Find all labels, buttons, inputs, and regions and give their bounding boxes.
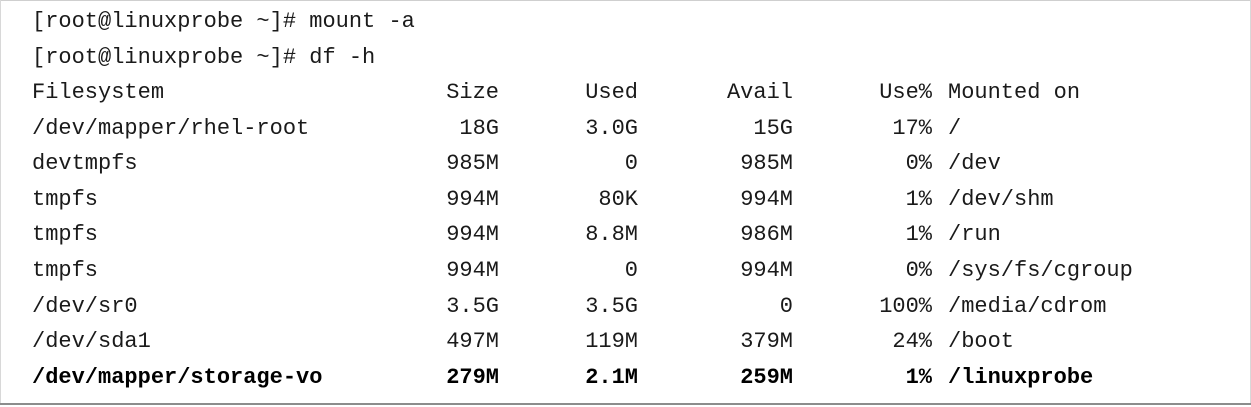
table-row: /dev/sda1 497M 119M 379M 24% /boot [0, 324, 1251, 360]
cell-size: 985M [446, 151, 499, 177]
frame-bottom-border [0, 403, 1251, 405]
header-mounted-on: Mounted on [948, 80, 1081, 105]
table-row: /dev/mapper/storage-vo 279M 2.1M 259M 1% /lin… [0, 360, 1251, 396]
cell-filesystem: tmpfs [32, 222, 99, 248]
command-line: [root@linuxprobe ~]# mount -a [32, 9, 415, 34]
cell-filesystem: /dev/mapper/storage-vo [32, 364, 323, 390]
cell-size: 994M [446, 186, 499, 212]
cell-used: 80K [598, 186, 638, 212]
cell-avail: 994M [740, 257, 793, 283]
cell-used: 0 [624, 151, 638, 177]
cell-avail: 379M [740, 329, 793, 355]
cell-use-percent: 0% [905, 257, 932, 283]
cell-used: 8.8M [585, 222, 638, 248]
cell-filesystem: /dev/mapper/rhel-root [32, 115, 310, 141]
cell-mounted-on: /dev [948, 151, 1001, 177]
frame-top-border [0, 0, 1251, 1]
cell-used: 2.1M [585, 364, 638, 390]
cell-used: 119M [585, 329, 638, 355]
table-row: /dev/mapper/rhel-root 18G 3.0G 15G 17% / [0, 111, 1251, 147]
cell-size: 994M [446, 257, 499, 283]
table-row: tmpfs 994M 8.8M 986M 1% /run [0, 217, 1251, 253]
header-use-percent: Use% [879, 80, 932, 105]
cell-size: 994M [446, 222, 499, 248]
cell-use-percent: 1% [905, 222, 932, 248]
cell-avail: 986M [740, 222, 793, 248]
cell-filesystem: /dev/sr0 [32, 293, 138, 319]
table-row: /dev/sr0 3.5G 3.5G 0 100% /media/cdrom [0, 289, 1251, 325]
df-output-table: Filesystem Size Used Avail Use% Mounted … [0, 75, 1251, 395]
cell-avail: 15G [753, 115, 793, 141]
cell-size: 3.5G [446, 293, 499, 319]
cell-avail: 259M [740, 364, 793, 390]
header-avail: Avail [726, 80, 793, 105]
cell-filesystem: tmpfs [32, 186, 99, 212]
cell-use-percent: 17% [892, 115, 932, 141]
cell-size: 279M [446, 364, 499, 390]
cell-avail: 0 [779, 293, 793, 319]
cell-used: 3.5G [585, 293, 638, 319]
cell-used: 0 [624, 257, 638, 283]
cell-use-percent: 0% [905, 151, 932, 177]
cell-use-percent: 24% [892, 329, 932, 355]
cell-mounted-on: /dev/shm [948, 186, 1054, 212]
cell-use-percent: 1% [905, 364, 932, 390]
header-used: Used [585, 80, 638, 105]
cell-use-percent: 1% [905, 186, 932, 212]
cell-avail: 985M [740, 151, 793, 177]
cell-size: 18G [459, 115, 499, 141]
header-size: Size [446, 80, 499, 105]
cell-filesystem: tmpfs [32, 257, 99, 283]
table-row: tmpfs 994M 80K 994M 1% /dev/shm [0, 182, 1251, 218]
cell-size: 497M [446, 329, 499, 355]
header-filesystem: Filesystem [32, 80, 165, 105]
cell-filesystem: /dev/sda1 [32, 329, 151, 355]
cell-used: 3.0G [585, 115, 638, 141]
cell-mounted-on: / [948, 115, 962, 141]
cell-mounted-on: /sys/fs/cgroup [948, 257, 1133, 283]
cell-mounted-on: /boot [948, 329, 1015, 355]
table-row: devtmpfs 985M 0 985M 0% /dev [0, 146, 1251, 182]
table-row: tmpfs 994M 0 994M 0% /sys/fs/cgroup [0, 253, 1251, 289]
cell-mounted-on: /run [948, 222, 1001, 248]
cell-filesystem: devtmpfs [32, 151, 138, 177]
command-line: [root@linuxprobe ~]# df -h [32, 44, 376, 70]
table-body: /dev/mapper/rhel-root 18G 3.0G 15G 17% / devtm… [0, 111, 1251, 396]
command-lines: [root@linuxprobe ~]# mount -a [root@linu… [32, 4, 415, 75]
cell-avail: 994M [740, 186, 793, 212]
cell-mounted-on: /linuxprobe [948, 364, 1094, 390]
frame-left-border [0, 0, 1, 405]
cell-mounted-on: /media/cdrom [948, 293, 1107, 319]
table-header-row: Filesystem Size Used Avail Use% Mounted … [0, 75, 1251, 111]
cell-use-percent: 100% [879, 293, 932, 319]
